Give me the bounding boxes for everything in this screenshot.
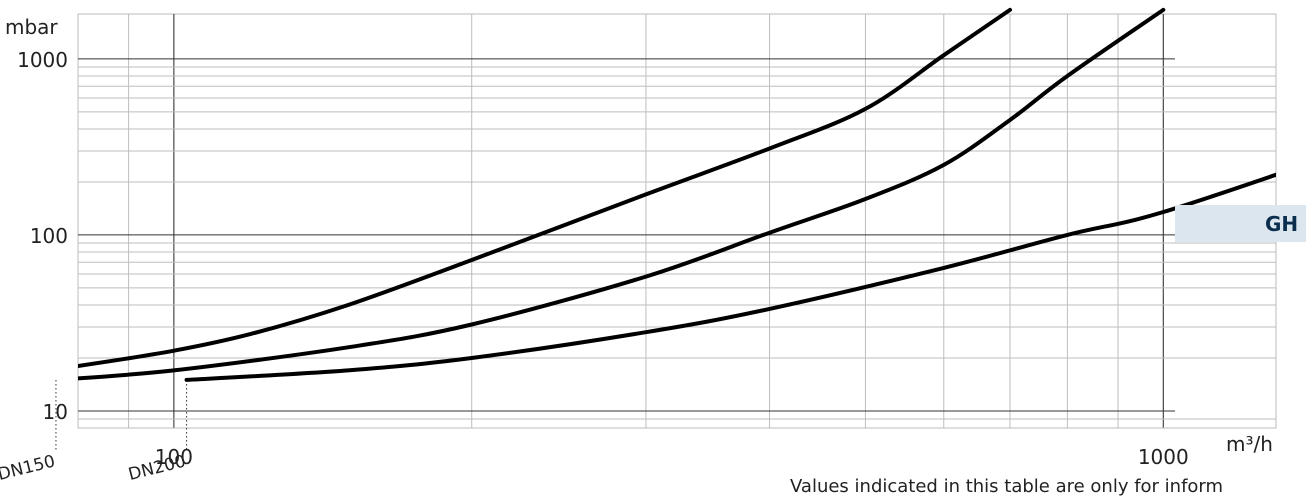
curve-dn125 xyxy=(78,7,1012,369)
gh-badge-bg xyxy=(1175,205,1306,242)
dn-label-dn150: DN150 xyxy=(0,451,57,485)
y-unit-label: mbar xyxy=(5,15,58,39)
x-tick-label: 100 xyxy=(155,445,193,469)
y-tick-label: 1000 xyxy=(17,48,68,72)
curve-group xyxy=(78,7,1276,382)
curves xyxy=(78,7,1276,382)
curve-dn150 xyxy=(78,7,1166,381)
footnote: Values indicated in this table are only … xyxy=(790,476,1223,497)
x-unit-label: m³/h xyxy=(1226,432,1273,456)
curve-dn200 xyxy=(184,172,1276,382)
x-tick-label: 1000 xyxy=(1138,445,1189,469)
grid xyxy=(77,13,1277,429)
y-tick-label: 100 xyxy=(30,224,68,248)
y-tick-label: 10 xyxy=(43,400,68,424)
gh-badge: GH xyxy=(1175,205,1306,242)
gh-badge-label: GH xyxy=(1265,212,1298,236)
tick-labels: mbar m³/h 10 100 1000 100 1000 xyxy=(5,15,1273,469)
